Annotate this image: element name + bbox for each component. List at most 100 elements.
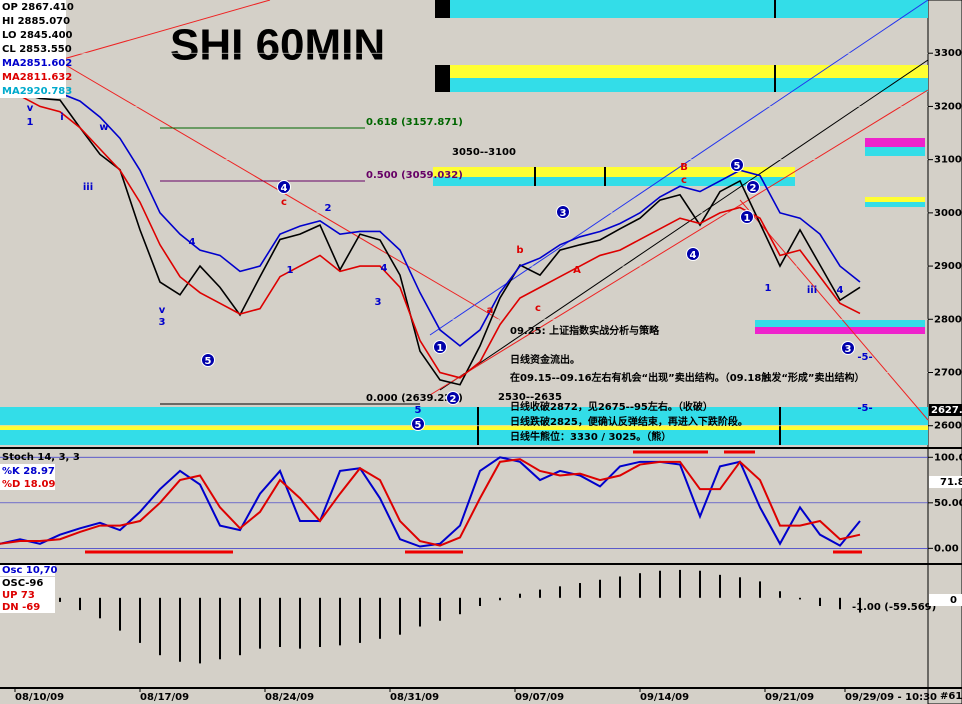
osc-bar xyxy=(199,597,201,664)
wave-label: iii xyxy=(83,182,93,193)
zones xyxy=(0,0,928,445)
circled-label: 5 xyxy=(734,161,741,172)
commentary: 日线收破2872，见2675--95左右。（收破） xyxy=(510,400,713,413)
wave-circle xyxy=(556,205,570,219)
zone xyxy=(865,147,925,156)
circled-label: 4 xyxy=(690,250,697,261)
y-tick-label: 2600.0 xyxy=(934,421,962,432)
y-tick-label: 3300.0 xyxy=(934,48,962,59)
wave-label: 5 xyxy=(415,405,422,416)
zone-marker xyxy=(435,0,450,18)
circled-label: 2 xyxy=(750,183,757,194)
info-bg xyxy=(0,14,66,28)
info-label: MA2851.602 xyxy=(2,58,72,69)
osc-bar xyxy=(399,597,401,635)
osc-bar xyxy=(679,569,681,598)
trend-lines xyxy=(39,0,929,421)
panel-title: Osc 10,70 xyxy=(2,565,58,576)
wave-label: A xyxy=(573,265,581,276)
legend-label: UP 73 xyxy=(2,590,35,601)
annotation: 0.618 (3157.871) xyxy=(366,117,463,128)
y-tick-label: 3000.0 xyxy=(934,208,962,219)
trend-line xyxy=(429,0,929,336)
zone xyxy=(865,138,925,147)
wave-circle xyxy=(686,247,700,261)
legend-bg xyxy=(0,589,55,601)
osc-bar xyxy=(599,579,601,598)
x-tick-label: 09/21/09 xyxy=(765,692,814,703)
info-label: HI 2885.070 xyxy=(2,16,70,27)
x-tick-label: 08/24/09 xyxy=(265,692,314,703)
osc-bar xyxy=(539,589,541,598)
osc-bar xyxy=(859,597,861,613)
wave-label: c xyxy=(681,175,687,186)
y-tick-label: 3100.0 xyxy=(934,155,962,166)
wave-circle xyxy=(277,180,291,194)
info-label: MA2811.632 xyxy=(2,72,72,83)
x-tick-label: 08/10/09 xyxy=(15,692,64,703)
osc-bar xyxy=(99,597,101,619)
zone xyxy=(865,197,925,202)
osc-bar xyxy=(439,597,441,621)
osc-bar xyxy=(799,597,801,600)
zone xyxy=(435,0,928,18)
osc-note: -1.00 (-59.569) xyxy=(852,602,936,613)
last-label-box xyxy=(929,594,962,606)
x-tick-label: 09/29/09 - 10:30 xyxy=(845,692,937,703)
osc-bar xyxy=(119,597,121,631)
wave-label: 1 xyxy=(27,117,34,128)
wave-circle xyxy=(433,340,447,354)
last-price-box xyxy=(929,404,962,416)
info-bg xyxy=(0,28,66,42)
panel-title-bg xyxy=(0,565,55,576)
osc-bar xyxy=(359,597,361,643)
stoch-line xyxy=(0,456,861,548)
info-label: LO 2845.400 xyxy=(2,30,73,41)
x-tick-label: 09/07/09 xyxy=(515,692,564,703)
circled-label: 5 xyxy=(205,356,212,367)
bar-count: #613 xyxy=(940,691,962,702)
osc-bar xyxy=(279,597,281,647)
y-tick-label: 2800.0 xyxy=(934,314,962,325)
annotation: 0.500 (3059.032) xyxy=(366,170,463,181)
stoch-highlights xyxy=(85,450,862,554)
osc-bar xyxy=(559,586,561,598)
osc-bar xyxy=(619,576,621,598)
zone-marker xyxy=(435,65,450,92)
osc-bar xyxy=(579,583,581,598)
zone xyxy=(755,320,925,327)
osc-bar xyxy=(739,577,741,598)
wave-label: 1 xyxy=(287,265,294,276)
info-label: OP 2867.410 xyxy=(2,2,74,13)
last-label: 71.8 xyxy=(940,477,962,488)
zone xyxy=(435,78,928,92)
last-price: 2627.0 xyxy=(931,405,962,416)
legend-bg xyxy=(0,477,55,490)
osc-bar xyxy=(59,597,61,602)
trend-line xyxy=(739,199,929,421)
osc-bar xyxy=(839,597,841,610)
commentary: 日线资金流出。 xyxy=(510,353,580,366)
circled-label: 3 xyxy=(845,344,852,355)
info-bg xyxy=(0,56,66,70)
osc-bar xyxy=(139,597,141,643)
osc-bar xyxy=(459,597,461,615)
x-tick-label: 08/31/09 xyxy=(390,692,439,703)
osc-bar xyxy=(779,591,781,598)
zone xyxy=(0,430,928,445)
wave-circle xyxy=(446,391,460,405)
wave-circle xyxy=(746,180,760,194)
commentary: 在09.15--09.16左右有机会“出现”卖出结构。（09.18触发“形成”卖… xyxy=(510,371,864,384)
osc-bar xyxy=(339,597,341,646)
y-tick-label: 2700.0 xyxy=(934,368,962,379)
osc-bar xyxy=(479,597,481,606)
annotation: 2530--2635 xyxy=(498,392,562,403)
osc-bar xyxy=(259,597,261,649)
osc-bar xyxy=(239,597,241,656)
wave-label: i xyxy=(60,112,63,123)
zone xyxy=(435,65,928,78)
wave-label: 2 xyxy=(325,203,332,214)
osc-bar xyxy=(759,581,761,598)
circled-label: 4 xyxy=(281,183,288,194)
zone xyxy=(755,327,925,334)
